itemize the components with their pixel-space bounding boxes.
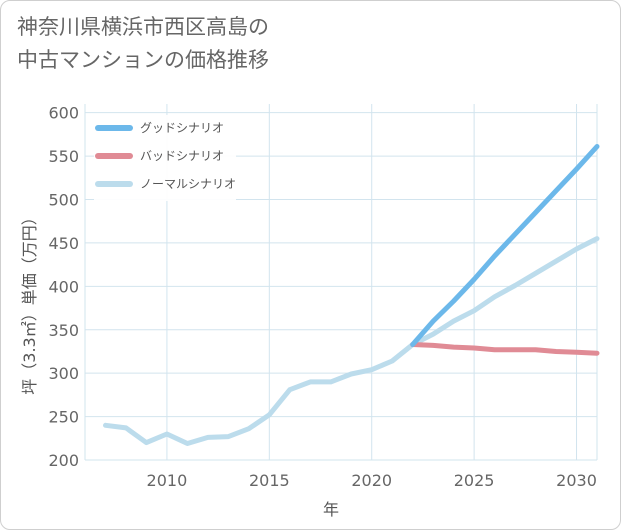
x-tick-label: 2025 [454,471,495,490]
y-tick-label: 550 [48,147,79,166]
y-tick-label: 350 [48,321,79,340]
legend-label-bad: バッドシナリオ [140,149,224,163]
x-tick-label: 2020 [351,471,392,490]
legend-label-normal: ノーマルシナリオ [140,177,236,191]
x-tick-label: 2015 [249,471,290,490]
x-tick-label: 2030 [556,471,597,490]
y-tick-label: 500 [48,191,79,210]
y-tick-label: 450 [48,234,79,253]
series-line-normal [103,236,600,446]
chart-title: 神奈川県横浜市西区高島の 中古マンションの価格推移 [17,11,269,77]
y-tick-label: 200 [48,451,79,470]
chart-title-line2: 中古マンションの価格推移 [17,48,269,72]
legend-label-good: グッドシナリオ [140,121,224,135]
series-line-good [410,144,600,347]
x-axis-label: 年 [323,500,339,519]
chart-title-line1: 神奈川県横浜市西区高島の [17,15,269,39]
y-tick-label: 600 [48,104,79,123]
y-tick-label: 300 [48,364,79,383]
series-line-bad [410,342,600,356]
y-axis-label: 坪（3.3㎡）単価（万円） [20,209,39,394]
x-tick-label: 2010 [147,471,188,490]
y-tick-label: 250 [48,408,79,427]
y-tick-label: 400 [48,277,79,296]
